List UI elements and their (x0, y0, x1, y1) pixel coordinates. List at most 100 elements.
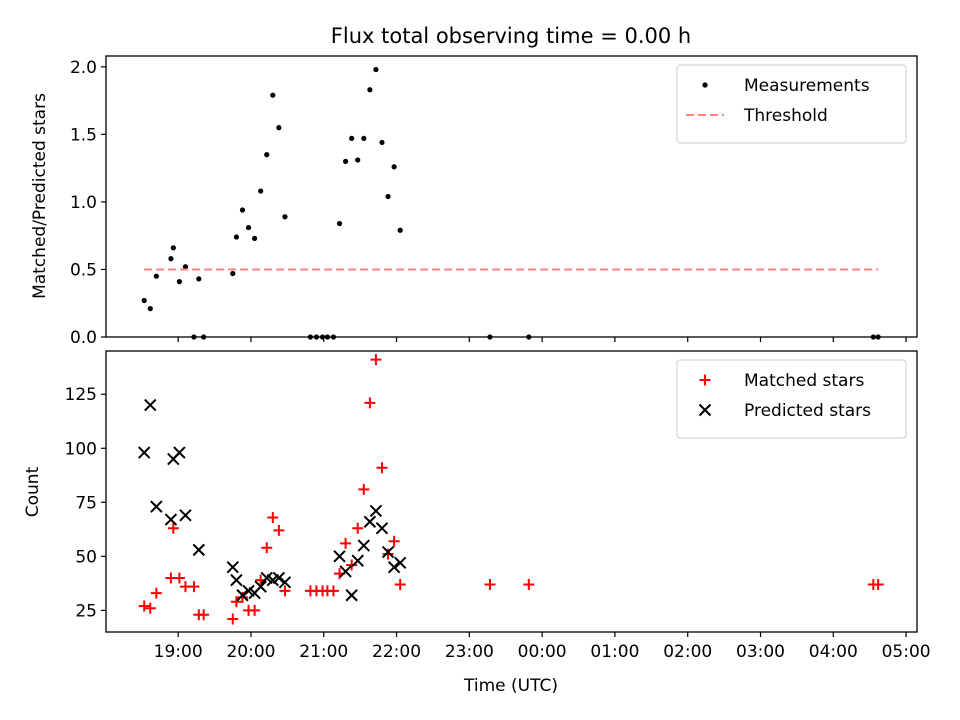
y-tick-label: 50 (75, 547, 97, 567)
y-tick-label: 1.0 (70, 193, 97, 213)
matched-stars-point (267, 511, 279, 523)
matched-stars-point (273, 524, 285, 536)
measurements-point (182, 264, 189, 270)
x-tick-label: 01:00 (590, 642, 639, 662)
x-tick-label: 21:00 (299, 642, 348, 662)
measurements-point (147, 306, 153, 312)
y-tick-label: 0.5 (70, 260, 97, 280)
x-tick-label: 23:00 (445, 642, 494, 662)
y-tick-label: 75 (75, 493, 97, 513)
measurements-point (196, 276, 202, 282)
matched-stars-point (523, 578, 535, 590)
matched-stars-point (370, 354, 382, 366)
matched-stars-point (872, 578, 884, 590)
plot-frame (105, 55, 918, 338)
matched-stars-point (388, 535, 400, 547)
predicted-stars-point (236, 589, 249, 602)
legend-box (676, 359, 907, 439)
measurements-point (349, 135, 355, 142)
matched-stars-point (230, 596, 242, 608)
x-tick-label: 00:00 (518, 642, 567, 662)
y-tick-label: 2.0 (70, 58, 97, 78)
measurements-point (379, 139, 385, 146)
matched-stars-point (279, 585, 291, 597)
bottom-y-axis-label: Count (23, 466, 43, 517)
measurements-point (355, 157, 361, 163)
y-tick-label: 25 (75, 601, 97, 621)
legend-label-measurements: Measurements (744, 76, 870, 96)
predicted-stars-point (381, 545, 395, 559)
predicted-stars-point (369, 504, 383, 518)
measurements-point (170, 245, 176, 251)
matched-stars-point (249, 604, 261, 616)
measurements-point (252, 235, 258, 241)
matched-stars-point (340, 537, 352, 549)
measurements-point (391, 164, 397, 170)
predicted-stars-point (192, 543, 206, 557)
predicted-stars-point (150, 500, 163, 513)
x-tick-label: 19:00 (154, 642, 203, 662)
y-tick-label: 0.0 (70, 328, 97, 348)
chart-title: Flux total observing time = 0.00 h (331, 24, 691, 48)
legend-key-predicted-stars (698, 403, 712, 417)
matched-stars-point (358, 483, 370, 495)
matched-stars-point (236, 591, 248, 603)
measurements-point (233, 234, 240, 240)
predicted-stars-point (272, 571, 286, 585)
matched-stars-point (376, 462, 388, 474)
top-y-axis-label: Matched/Predicted stars (30, 93, 50, 299)
matched-stars-point (261, 542, 273, 554)
predicted-stars-point (345, 589, 358, 602)
plot-frame (105, 350, 918, 633)
y-tick-label: 125 (65, 385, 97, 405)
predicted-stars-point (226, 560, 239, 574)
predicted-stars-point (351, 554, 364, 567)
matched-stars-point (188, 581, 200, 593)
data-layer (138, 354, 884, 625)
measurements-point (342, 158, 349, 164)
x-tick-label: 04:00 (809, 642, 858, 662)
x-axis-label: Time (UTC) (463, 676, 558, 696)
legend-key-measurements (702, 82, 708, 88)
x-tick-label: 20:00 (226, 642, 275, 662)
measurements-point (258, 188, 264, 194)
predicted-stars-point (138, 446, 151, 459)
measurements-point (397, 227, 403, 233)
x-tick-label: 22:00 (372, 642, 421, 662)
predicted-stars-point (387, 560, 401, 574)
measurements-point (153, 273, 159, 279)
predicted-stars-point (357, 539, 371, 552)
measurements-point (385, 193, 391, 200)
measurements-point (276, 125, 282, 131)
measurements-point (230, 270, 236, 277)
matched-stars-point (394, 578, 406, 590)
legend: Matched stars Predicted stars (676, 359, 907, 439)
measurements-point (367, 87, 373, 93)
matched-stars-point (364, 397, 376, 409)
predicted-stars-point (173, 446, 186, 459)
predicted-stars-point (164, 513, 178, 526)
matched-stars-point (150, 587, 162, 599)
legend-key-matched-stars (699, 374, 711, 386)
y-tick-label: 100 (65, 439, 97, 459)
predicted-stars-point (339, 565, 352, 578)
measurements-point (245, 224, 252, 231)
measurements-point (239, 207, 246, 213)
measurements-point (336, 220, 343, 227)
matched-stars-point (327, 585, 339, 597)
matched-stars-point (227, 613, 239, 625)
predicted-stars-point (375, 522, 389, 535)
predicted-stars-point (254, 580, 267, 593)
measurements-point (176, 279, 182, 285)
predicted-stars-point (363, 515, 377, 528)
predicted-stars-point (179, 509, 192, 522)
predicted-stars-point (278, 576, 292, 589)
legend: Measurements Threshold (676, 64, 907, 144)
predicted-stars-point (333, 550, 346, 563)
matched-stars-point (484, 578, 496, 590)
matched-stars-point (173, 572, 185, 584)
legend-box (676, 64, 907, 144)
matched-stars-point (352, 522, 364, 534)
measurements-point (361, 135, 367, 142)
